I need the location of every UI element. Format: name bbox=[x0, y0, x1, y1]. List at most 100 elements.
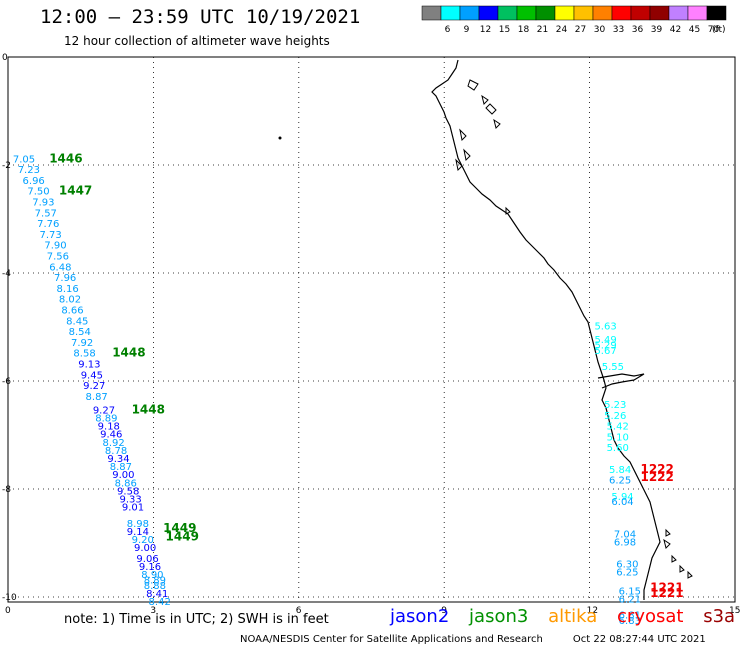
scale-swatch bbox=[592, 5, 613, 21]
swh-value: 6.48 bbox=[49, 262, 71, 273]
swh-value: 5.67 bbox=[594, 346, 616, 357]
swh-value: 7.90 bbox=[44, 241, 66, 252]
swh-value: 9.00 bbox=[112, 470, 134, 481]
x-tick-label: 3 bbox=[150, 606, 156, 616]
swh-value: 5.55 bbox=[602, 362, 624, 373]
color-scale-bar: 6 9 12 15 18 21 24 27 30 33 36 39 42 45 70(ft) bbox=[421, 5, 727, 35]
swh-value: 6.30 bbox=[616, 559, 638, 570]
map-subtitle: 12 hour collection of altimeter wave hei… bbox=[64, 34, 330, 48]
footnote: note: 1) Time is in UTC; 2) SWH is in fe… bbox=[64, 612, 329, 627]
time-label: 1446 bbox=[49, 151, 82, 165]
swh-value: 9.58 bbox=[117, 486, 139, 497]
swh-value: 6.25 bbox=[609, 476, 631, 487]
scale-swatch bbox=[535, 5, 556, 21]
scale-swatch bbox=[497, 5, 518, 21]
axis-tick-labels: 0 3 6 9 12 15 0 -2 -4 -6 -8 -10 bbox=[2, 53, 740, 616]
swh-value: 9.18 bbox=[98, 422, 120, 433]
swh-value: 5.26 bbox=[604, 411, 626, 422]
swh-value: 5.42 bbox=[607, 422, 629, 433]
x-tick-label: 0 bbox=[5, 606, 11, 616]
y-tick-label: 0 bbox=[2, 53, 8, 63]
swh-value: 7.04 bbox=[614, 530, 636, 541]
y-tick-label: -4 bbox=[2, 269, 11, 279]
swh-value: 9.27 bbox=[93, 405, 115, 416]
swh-value: 6.83 bbox=[619, 616, 641, 627]
coastline-path bbox=[431, 59, 661, 600]
swh-value: 5.49 bbox=[594, 335, 616, 346]
scale-label: 70 bbox=[708, 25, 720, 35]
swh-value: 9.06 bbox=[136, 554, 158, 565]
swh-value: 8.66 bbox=[61, 306, 83, 317]
island-cluster-south bbox=[663, 528, 693, 579]
scale-swatch bbox=[459, 5, 480, 21]
satellite-legend: jason2 jason3 altika cryosat s3a bbox=[390, 606, 740, 627]
scale-unit: (ft) bbox=[712, 25, 726, 35]
swh-value: 8.16 bbox=[56, 284, 78, 295]
swh-value: 7.92 bbox=[71, 338, 93, 349]
swh-value: 6.81 bbox=[619, 611, 641, 622]
scale-label: 45 bbox=[689, 25, 700, 35]
swh-value: 8.98 bbox=[127, 519, 149, 530]
scale-swatch bbox=[706, 5, 727, 21]
swh-value: 7.05 bbox=[13, 154, 35, 165]
swh-value: 5.29 bbox=[594, 341, 616, 352]
island-cluster-north bbox=[455, 79, 511, 215]
swh-points: 7.057.236.967.507.937.577.767.737.907.56… bbox=[13, 154, 641, 627]
scale-label: 18 bbox=[518, 25, 530, 35]
map-title: 12:00 – 23:59 UTC 10/19/2021 bbox=[40, 6, 361, 28]
map-grid bbox=[8, 57, 735, 602]
time-label: 1449 bbox=[163, 521, 196, 535]
swh-value: 8.89 bbox=[144, 576, 166, 587]
scale-label: 33 bbox=[613, 25, 624, 35]
y-tick-label: -8 bbox=[2, 485, 11, 495]
scale-label: 27 bbox=[575, 25, 586, 35]
swh-value: 8.54 bbox=[69, 327, 91, 338]
swh-value: 5.94 bbox=[611, 492, 633, 503]
scale-swatch bbox=[478, 5, 499, 21]
swh-value: 7.50 bbox=[27, 187, 49, 198]
swh-value: 8.87 bbox=[86, 392, 108, 403]
time-label: 1221 bbox=[650, 586, 683, 600]
swh-value: 8.89 bbox=[95, 414, 117, 425]
swh-value: 9.46 bbox=[100, 430, 122, 441]
swh-value: 8.58 bbox=[73, 349, 95, 360]
swh-value: 7.76 bbox=[37, 219, 59, 230]
swh-value: 5.60 bbox=[607, 443, 629, 454]
scale-swatch bbox=[668, 5, 689, 21]
time-label: 1221 bbox=[650, 581, 683, 595]
coastline bbox=[278, 59, 693, 600]
x-tick-label: 12 bbox=[587, 606, 598, 616]
credit-line: NOAA/NESDIS Center for Satellite Applica… bbox=[240, 634, 706, 645]
time-label: 1448 bbox=[112, 346, 145, 360]
swh-value: 6.98 bbox=[614, 538, 636, 549]
scale-swatch bbox=[440, 5, 461, 21]
y-tick-label: -10 bbox=[2, 593, 17, 603]
swh-value: 7.56 bbox=[47, 252, 69, 263]
time-label: 1447 bbox=[59, 184, 92, 198]
swh-value: 9.13 bbox=[78, 360, 100, 371]
swh-value: 8.86 bbox=[115, 478, 137, 489]
time-label: 1222 bbox=[640, 470, 673, 484]
legend-cryosat: cryosat bbox=[617, 606, 684, 627]
swh-value: 7.96 bbox=[54, 273, 76, 284]
x-tick-label: 6 bbox=[296, 606, 302, 616]
swh-value: 8.88 bbox=[144, 581, 166, 592]
swh-value: 5.23 bbox=[604, 400, 626, 411]
swh-value: 9.20 bbox=[132, 535, 154, 546]
swh-value: 9.01 bbox=[122, 503, 144, 514]
scale-swatch bbox=[516, 5, 537, 21]
credit-text: NOAA/NESDIS Center for Satellite Applica… bbox=[240, 634, 543, 645]
scale-swatch bbox=[649, 5, 670, 21]
swh-value: 6.15 bbox=[619, 586, 641, 597]
swh-value: 9.14 bbox=[127, 527, 149, 538]
swh-value: 5.63 bbox=[594, 322, 616, 333]
scale-label: 9 bbox=[464, 25, 470, 35]
time-label: 1449 bbox=[166, 529, 199, 543]
swh-value: 9.00 bbox=[134, 543, 156, 554]
timestamp: Oct 22 08:27:44 UTC 2021 bbox=[572, 634, 706, 645]
swh-value: 9.16 bbox=[139, 562, 161, 573]
scale-label: 15 bbox=[499, 25, 510, 35]
scale-label: 30 bbox=[594, 25, 606, 35]
swh-value: 7.23 bbox=[18, 165, 40, 176]
